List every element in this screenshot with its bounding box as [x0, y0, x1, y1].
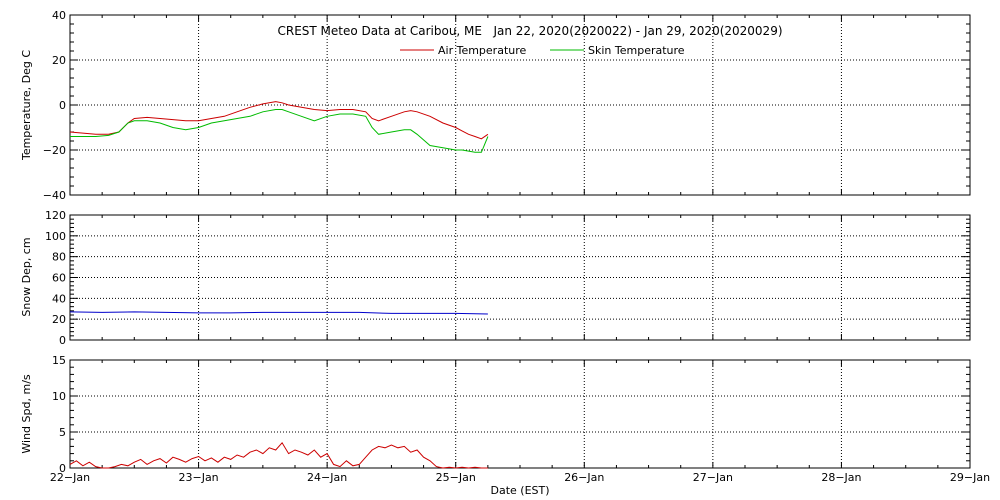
snow-depth-ytick-label: 120 — [45, 209, 66, 222]
x-tick-label: 22−Jan — [50, 471, 90, 484]
x-tick-label: 24−Jan — [307, 471, 347, 484]
wind-speed-ylabel: Wind Spd, m/s — [20, 374, 33, 454]
x-tick-label: 29−Jan — [950, 471, 990, 484]
x-tick-label: 28−Jan — [821, 471, 861, 484]
x-tick-label: 27−Jan — [693, 471, 733, 484]
temperature-ytick-label: 20 — [52, 54, 66, 67]
x-tick-label: 26−Jan — [564, 471, 604, 484]
snow-depth-ytick-label: 20 — [52, 313, 66, 326]
legend-air-temperature-label: Air Temperature — [438, 44, 527, 57]
x-tick-label: 25−Jan — [436, 471, 476, 484]
temperature-ytick-label: 40 — [52, 9, 66, 22]
temperature-ytick-label: −20 — [43, 144, 66, 157]
wind-speed-ytick-label: 15 — [52, 354, 66, 367]
wind-speed-series-line-0 — [69, 441, 488, 469]
snow-depth-series-line-0 — [69, 311, 488, 315]
snow-depth-ytick-label: 0 — [59, 334, 66, 347]
temperature-ytick-label: −40 — [43, 189, 66, 202]
legend-skin-temperature-label: Skin Temperature — [588, 44, 685, 57]
x-tick-label: 23−Jan — [178, 471, 218, 484]
snow-depth-ylabel: Snow Dep, cm — [20, 237, 33, 316]
chart-title: CREST Meteo Data at Caribou, ME Jan 22, … — [277, 24, 782, 38]
wind-speed-ytick-label: 5 — [59, 426, 66, 439]
series-layer — [69, 101, 489, 469]
snow-depth-ytick-label: 40 — [52, 292, 66, 305]
grid-layer — [70, 15, 970, 468]
temperature-ylabel: Temperature, Deg C — [20, 50, 33, 161]
wind-speed-ytick-label: 0 — [59, 462, 66, 475]
temperature-series-line-0 — [69, 101, 489, 140]
snow-depth-ytick-label: 80 — [52, 251, 66, 264]
snow-depth-ytick-label: 100 — [45, 230, 66, 243]
snow-depth-ytick-label: 60 — [52, 272, 66, 285]
legend: Air Temperature Skin Temperature — [400, 44, 685, 57]
temperature-series-line-1 — [70, 109, 489, 153]
wind-speed-ytick-label: 10 — [52, 390, 66, 403]
wind-speed-panel-frame — [69, 359, 971, 469]
x-axis-label: Date (EST) — [490, 484, 549, 497]
temperature-ytick-label: 0 — [59, 99, 66, 112]
